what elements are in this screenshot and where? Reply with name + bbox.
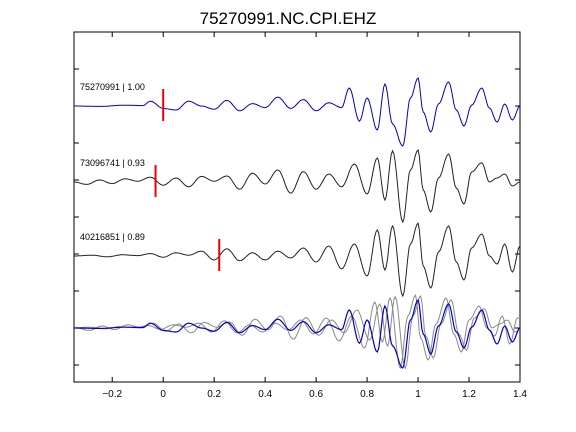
trace-labels: 75270991 | 1.00 73096741 | 0.93 40216851 |…	[80, 82, 145, 242]
trace-line	[73, 148, 521, 224]
x-tick-label: 1	[415, 389, 421, 400]
trace-panel	[73, 77, 521, 370]
x-tick-label: 1.2	[462, 389, 476, 400]
overlay-master-trace-line	[74, 298, 521, 369]
trace-label: 73096741 | 0.93	[80, 158, 145, 168]
x-tick-label: 0.4	[258, 389, 272, 400]
plot-frame	[73, 31, 521, 383]
x-tick-label: 0	[160, 389, 166, 400]
trace-line	[74, 222, 521, 298]
x-tick-label: 0.2	[207, 389, 221, 400]
trace-line	[74, 77, 521, 147]
x-tick-label: 0.8	[360, 389, 374, 400]
overlay-trace-line	[73, 294, 520, 370]
pick-markers	[154, 89, 221, 271]
x-tick-label: 0.6	[309, 389, 323, 400]
chart-title: 75270991.NC.CPI.EHZ	[200, 9, 377, 28]
x-tick-label: −0.2	[102, 389, 122, 400]
x-tick-label: 1.4	[513, 389, 527, 400]
trace-label: 40216851 | 0.89	[80, 232, 145, 242]
x-axis: −0.2 0 0.2 0.4 0.6 0.8 1 1.2 1.4	[102, 32, 527, 400]
trace-label: 75270991 | 1.00	[80, 82, 145, 92]
